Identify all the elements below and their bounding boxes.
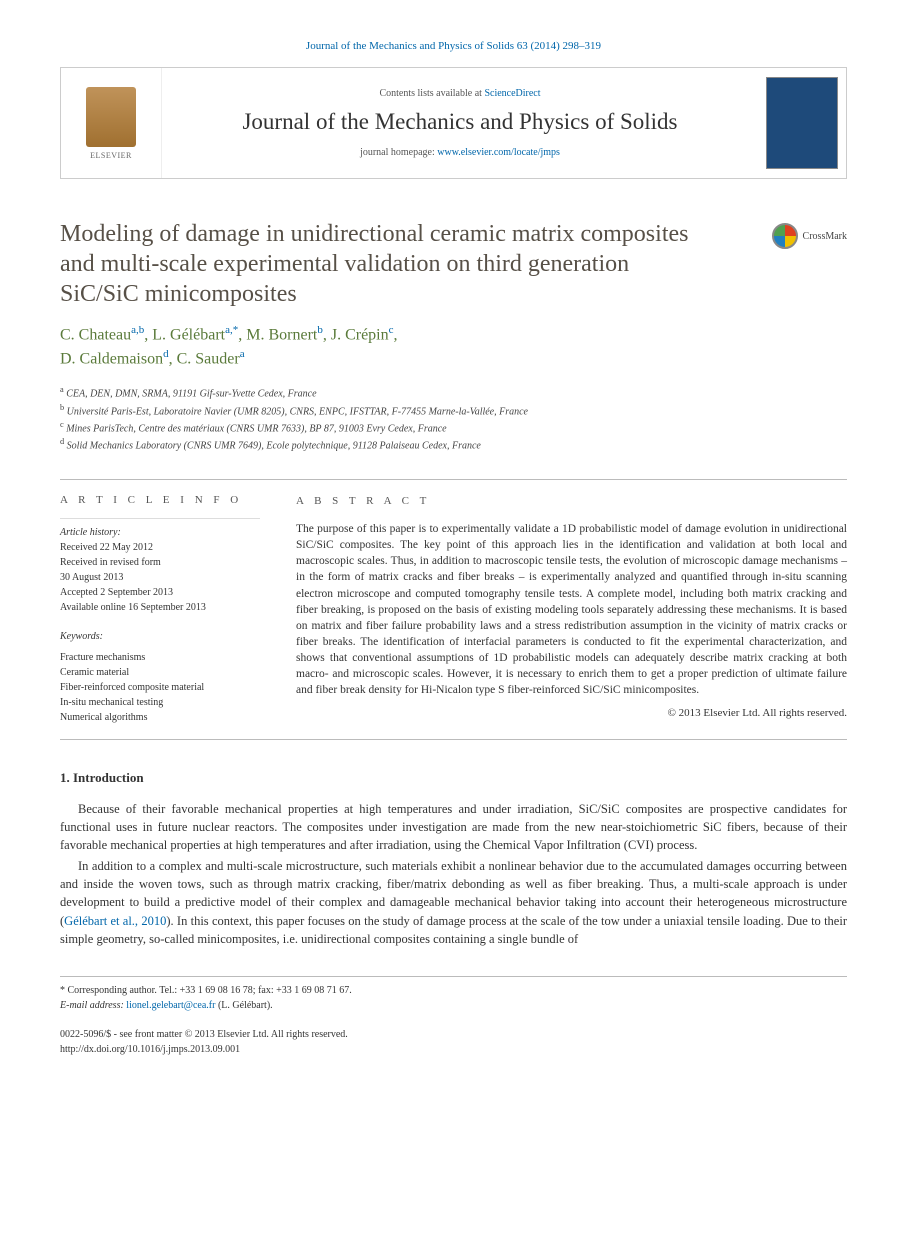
affiliation-list: a CEA, DEN, DMN, SRMA, 91191 Gif-sur-Yve…	[60, 384, 847, 453]
affiliation: b Université Paris-Est, Laboratoire Navi…	[60, 402, 847, 419]
history-line: Received in revised form	[60, 555, 260, 570]
corresponding-author-block: * Corresponding author. Tel.: +33 1 69 0…	[60, 976, 847, 1013]
affil-sup: c	[60, 420, 64, 429]
doi-link[interactable]: http://dx.doi.org/10.1016/j.jmps.2013.09…	[60, 1042, 847, 1057]
abstract-text: The purpose of this paper is to experime…	[296, 521, 847, 698]
journal-homepage: journal homepage: www.elsevier.com/locat…	[167, 147, 753, 158]
issn-doi-block: 0022-5096/$ - see front matter © 2013 El…	[60, 1027, 847, 1057]
keywords-block: Fracture mechanisms Ceramic material Fib…	[60, 644, 260, 725]
email-line: E-mail address: lionel.gelebart@cea.fr (…	[60, 998, 847, 1013]
affiliation: c Mines ParisTech, Centre des matériaux …	[60, 419, 847, 436]
author-affil-sup: b	[317, 324, 323, 336]
elsevier-tree-icon	[86, 87, 136, 147]
journal-title: Journal of the Mechanics and Physics of …	[167, 109, 753, 135]
publisher-name: ELSEVIER	[90, 151, 132, 160]
author-affil-sup: a	[240, 348, 245, 360]
contents-available: Contents lists available at ScienceDirec…	[167, 88, 753, 99]
crossmark-icon	[772, 223, 798, 249]
history-line: Available online 16 September 2013	[60, 600, 260, 615]
abstract-column: A B S T R A C T The purpose of this pape…	[278, 480, 847, 739]
affil-sup: d	[60, 437, 64, 446]
author-name: J. Crépin	[331, 326, 389, 343]
crossmark-label: CrossMark	[803, 231, 847, 242]
body-text: Because of their favorable mechanical pr…	[60, 800, 847, 948]
citation-link[interactable]: Gélébart et al., 2010	[64, 914, 166, 928]
keyword: Fiber-reinforced composite material	[60, 680, 260, 695]
keyword: Ceramic material	[60, 665, 260, 680]
author-name: D. Caldemaison	[60, 350, 163, 367]
paragraph-text: ). In this context, this paper focuses o…	[60, 914, 847, 946]
homepage-prefix: journal homepage:	[360, 147, 437, 158]
contents-prefix: Contents lists available at	[379, 88, 484, 99]
author-name: C. Chateau	[60, 326, 131, 343]
page-container: Journal of the Mechanics and Physics of …	[0, 0, 907, 1097]
history-line: Accepted 2 September 2013	[60, 585, 260, 600]
crossmark-badge[interactable]: CrossMark	[772, 223, 847, 249]
email-link[interactable]: lionel.gelebart@cea.fr	[126, 1000, 215, 1011]
corresponding-author: * Corresponding author. Tel.: +33 1 69 0…	[60, 983, 847, 998]
journal-banner: ELSEVIER Contents lists available at Sci…	[60, 67, 847, 179]
affiliation: d Solid Mechanics Laboratory (CNRS UMR 7…	[60, 436, 847, 453]
keywords-label: Keywords:	[60, 623, 260, 642]
email-suffix: (L. Gélébart).	[215, 1000, 272, 1011]
history-line: Received 22 May 2012	[60, 540, 260, 555]
author-name: C. Sauder	[177, 350, 240, 367]
author-name: M. Bornert	[246, 326, 317, 343]
author-list: C. Chateaua,b, L. Gélébarta,*, M. Borner…	[60, 323, 847, 370]
author-name: L. Gélébart	[152, 326, 225, 343]
citation-header: Journal of the Mechanics and Physics of …	[60, 40, 847, 52]
affil-sup: a	[60, 385, 64, 394]
keyword: Numerical algorithms	[60, 710, 260, 725]
author-affil-sup: c	[389, 324, 394, 336]
author-affil-sup: a,b	[131, 324, 144, 336]
homepage-link[interactable]: www.elsevier.com/locate/jmps	[437, 147, 560, 158]
affil-sup: b	[60, 403, 64, 412]
article-info-column: A R T I C L E I N F O Article history: R…	[60, 480, 278, 739]
history-label: Article history:	[60, 518, 260, 538]
affiliation: a CEA, DEN, DMN, SRMA, 91191 Gif-sur-Yve…	[60, 384, 847, 401]
author-affil-sup: a,*	[225, 324, 238, 336]
abstract-copyright: © 2013 Elsevier Ltd. All rights reserved…	[296, 706, 847, 721]
journal-cover-thumbnail[interactable]	[766, 77, 838, 169]
banner-center: Contents lists available at ScienceDirec…	[162, 78, 758, 168]
author-affil-sup: d	[163, 348, 169, 360]
keyword: Fracture mechanisms	[60, 650, 260, 665]
email-label: E-mail address:	[60, 1000, 126, 1011]
publisher-logo[interactable]: ELSEVIER	[61, 68, 162, 178]
affil-text: Solid Mechanics Laboratory (CNRS UMR 764…	[67, 441, 481, 452]
paragraph: Because of their favorable mechanical pr…	[60, 800, 847, 854]
affil-text: Université Paris-Est, Laboratoire Navier…	[67, 406, 528, 417]
sciencedirect-link[interactable]: ScienceDirect	[484, 88, 540, 99]
history-line: 30 August 2013	[60, 570, 260, 585]
article-info-heading: A R T I C L E I N F O	[60, 494, 260, 506]
affil-text: CEA, DEN, DMN, SRMA, 91191 Gif-sur-Yvett…	[66, 389, 316, 400]
keyword: In-situ mechanical testing	[60, 695, 260, 710]
section-heading-introduction: 1. Introduction	[60, 770, 847, 786]
paragraph: In addition to a complex and multi-scale…	[60, 857, 847, 948]
affil-text: Mines ParisTech, Centre des matériaux (C…	[66, 423, 446, 434]
history-block: Received 22 May 2012 Received in revised…	[60, 540, 260, 615]
info-abstract-row: A R T I C L E I N F O Article history: R…	[60, 479, 847, 740]
issn-line: 0022-5096/$ - see front matter © 2013 El…	[60, 1027, 847, 1042]
abstract-heading: A B S T R A C T	[296, 494, 847, 509]
article-title: Modeling of damage in unidirectional cer…	[60, 219, 700, 309]
